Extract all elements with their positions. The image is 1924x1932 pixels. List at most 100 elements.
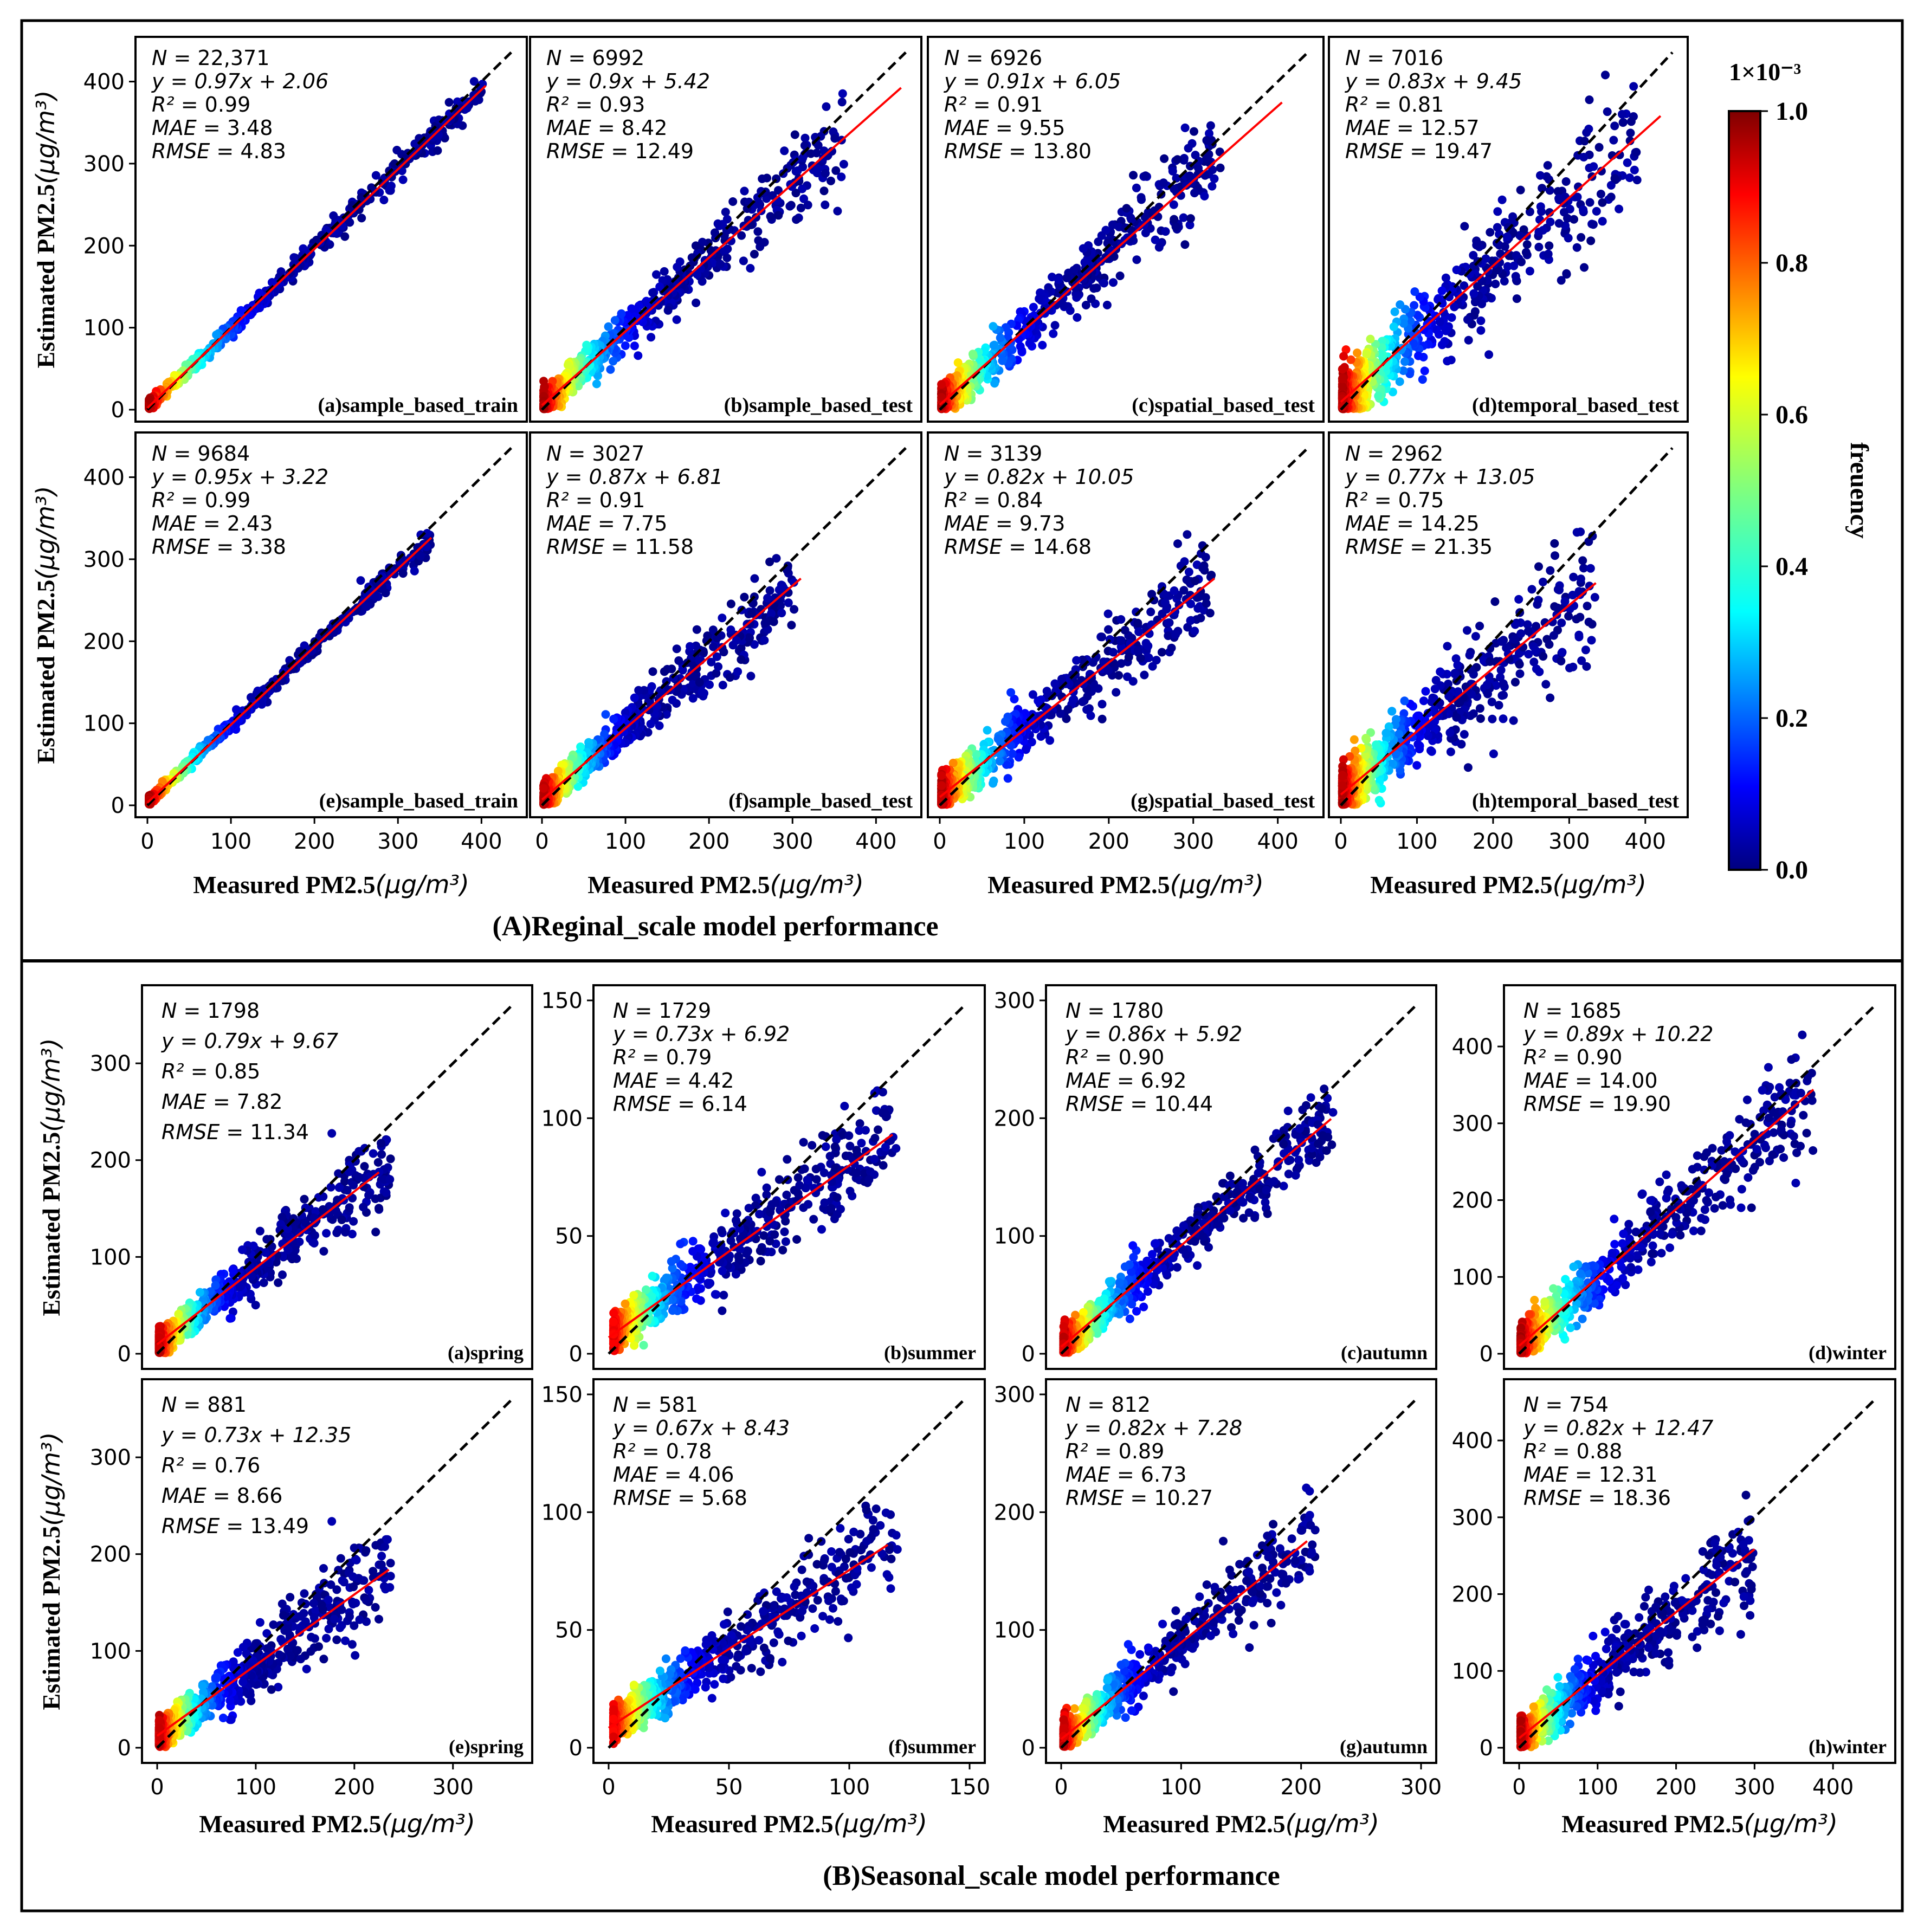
data-point — [1632, 147, 1641, 157]
stat-n: N = 9684 — [152, 442, 250, 466]
data-point — [340, 232, 350, 241]
data-point — [1486, 228, 1495, 237]
data-point — [721, 245, 731, 255]
data-point — [1434, 295, 1443, 304]
stat-rmse: RMSE = 13.80 — [944, 139, 1092, 163]
data-point — [1180, 240, 1190, 249]
data-point — [1171, 630, 1180, 639]
data-point — [780, 146, 789, 156]
data-point — [1493, 223, 1502, 232]
data-point — [1184, 144, 1193, 153]
data-point — [444, 98, 454, 107]
data-point — [822, 102, 831, 111]
data-point — [1082, 705, 1092, 714]
data-point — [1464, 335, 1473, 345]
data-point — [601, 710, 610, 719]
data-point — [831, 166, 841, 175]
data-point — [793, 166, 802, 175]
stat-rmse: RMSE = 3.38 — [152, 535, 286, 559]
data-point — [750, 574, 759, 583]
data-point — [1182, 575, 1191, 584]
data-point — [1589, 162, 1598, 171]
data-point — [1038, 340, 1047, 350]
data-point — [989, 341, 998, 350]
data-point — [1112, 688, 1121, 697]
stat-mae: MAE = 8.42 — [546, 116, 667, 140]
data-point — [1516, 185, 1525, 195]
data-point — [1050, 679, 1060, 688]
data-point — [1546, 217, 1555, 227]
data-point — [1029, 302, 1038, 312]
data-point — [800, 133, 810, 143]
data-point — [1544, 249, 1553, 259]
data-point — [758, 174, 767, 183]
y-tick-label: 300 — [83, 152, 125, 177]
data-point — [1144, 641, 1153, 650]
data-point — [739, 256, 748, 266]
data-point — [380, 175, 390, 184]
panel-label: (d)temporal_based_test — [1472, 394, 1679, 417]
y-tick-label: 300 — [83, 547, 125, 572]
data-point — [760, 636, 769, 645]
data-point — [833, 206, 842, 216]
data-point — [634, 686, 643, 695]
y-tick-label: 400 — [83, 466, 125, 490]
data-point — [564, 360, 572, 370]
data-point — [1589, 220, 1598, 229]
stat-r2: R² = 0.81 — [1345, 93, 1444, 117]
data-point — [1610, 121, 1619, 131]
stat-r2: R² = 0.93 — [546, 93, 645, 117]
data-point — [1596, 190, 1605, 198]
data-point — [1582, 128, 1591, 137]
data-point — [1414, 351, 1423, 360]
data-point — [725, 673, 734, 682]
data-point — [1366, 334, 1375, 344]
data-point — [1626, 128, 1635, 138]
data-point — [1443, 357, 1452, 366]
data-point — [1389, 322, 1398, 331]
data-point — [1120, 625, 1129, 635]
data-point — [609, 357, 618, 366]
data-point — [1562, 269, 1571, 278]
data-point — [747, 609, 756, 618]
data-point — [821, 169, 830, 178]
data-point — [1362, 350, 1371, 359]
data-point — [1338, 365, 1347, 374]
data-point — [839, 160, 848, 169]
data-point — [718, 681, 727, 690]
data-point — [1598, 217, 1607, 226]
data-point — [769, 617, 778, 626]
data-point — [1537, 207, 1546, 216]
data-point — [345, 218, 354, 227]
data-point — [784, 598, 793, 608]
data-point — [733, 667, 743, 676]
y-tick-label: 0 — [111, 793, 125, 818]
data-point — [719, 648, 728, 657]
data-point — [774, 211, 783, 220]
data-point — [698, 237, 707, 247]
data-point — [648, 667, 657, 676]
data-point — [718, 613, 727, 623]
data-point — [648, 288, 657, 297]
data-point — [1502, 232, 1512, 241]
data-point — [1171, 222, 1180, 231]
stat-equation: y = 0.95x + 3.22 — [151, 465, 328, 489]
data-point — [1561, 177, 1571, 186]
panel-label: (e)sample_based_train — [319, 790, 518, 812]
data-point — [1200, 191, 1209, 201]
stat-n: N = 6926 — [944, 46, 1042, 70]
data-point — [401, 159, 410, 169]
data-point — [1484, 350, 1494, 359]
data-point — [813, 141, 823, 150]
data-point — [1191, 576, 1200, 585]
data-point — [1132, 183, 1141, 192]
data-point — [356, 576, 365, 585]
data-point — [1400, 357, 1409, 366]
data-point — [627, 304, 636, 313]
stat-mae: MAE = 9.55 — [944, 116, 1065, 140]
